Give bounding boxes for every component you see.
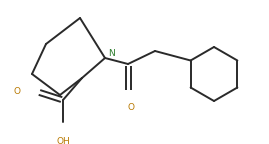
Text: O: O <box>14 87 21 95</box>
Text: OH: OH <box>56 137 70 144</box>
Text: N: N <box>108 50 115 58</box>
Text: O: O <box>128 103 134 112</box>
